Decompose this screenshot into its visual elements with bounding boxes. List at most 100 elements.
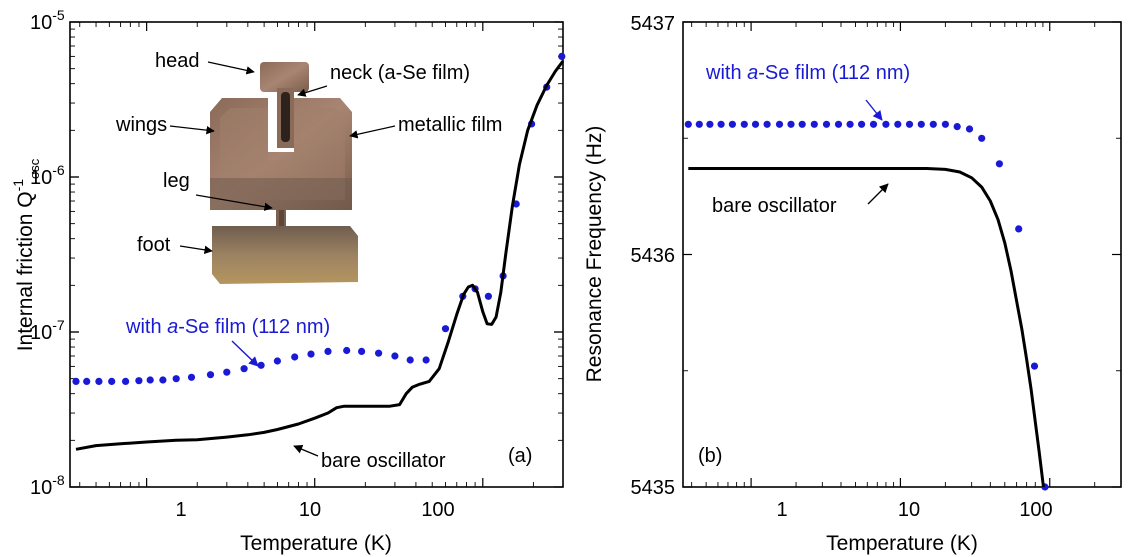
data-point [240, 365, 248, 373]
data-point [858, 120, 866, 128]
data-point [146, 376, 154, 384]
bare-oscillator-arrow-a [293, 444, 319, 457]
y-tick-label: 10-5 [30, 7, 65, 34]
data-point [834, 120, 843, 128]
data-point [108, 377, 116, 385]
data-point [95, 377, 103, 385]
arrow-metallic-film [349, 125, 396, 139]
data-point [172, 375, 180, 383]
axes-frame-b [682, 21, 1122, 488]
ticks-a [70, 21, 564, 488]
data-point [406, 356, 414, 364]
x-tick-labels-a: 1 10 100 [175, 499, 454, 521]
panel-a: 10-8 10-7 10-6 10-5 1 10 100 Temperature… [10, 7, 566, 555]
y-tick-label: 10-8 [30, 472, 65, 499]
data-point [291, 353, 299, 361]
data-point [882, 120, 890, 128]
x-tick-label: 1 [776, 499, 787, 521]
data-point [905, 120, 914, 128]
data-point [422, 356, 430, 364]
data-point [706, 120, 714, 128]
data-point [965, 125, 974, 133]
label-leg: leg [163, 170, 190, 192]
data-point [995, 160, 1004, 168]
data-point [1015, 225, 1023, 233]
data-point [684, 120, 692, 128]
x-tick-labels-b: 1 10 100 [776, 499, 1052, 521]
x-tick-label: 1 [175, 499, 186, 521]
y-tick-label: 10-7 [30, 317, 65, 344]
data-point [375, 349, 383, 357]
data-point [72, 377, 80, 385]
panel-label-b: (b) [698, 445, 722, 467]
data-point [122, 377, 130, 385]
data-point [894, 120, 902, 128]
x-tick-label: 10 [299, 499, 321, 521]
data-point [740, 120, 748, 128]
data-point [358, 347, 366, 355]
y-tick-label: 5435 [631, 477, 676, 499]
bare-oscillator-label-b: bare oscillator [712, 195, 837, 217]
arrow-head [207, 61, 255, 75]
label-wings: wings [115, 114, 167, 136]
data-point [763, 120, 771, 128]
data-point [728, 120, 737, 128]
data-point [941, 120, 950, 128]
data-point [441, 325, 450, 333]
label-head: head [155, 50, 200, 72]
data-point [917, 120, 925, 128]
label-neck: neck (a-Se film) [330, 62, 470, 84]
data-point [484, 292, 492, 300]
series-a [72, 52, 566, 451]
x-tick-label: 100 [421, 499, 454, 521]
data-point [846, 120, 854, 128]
data-point [83, 377, 91, 385]
data-point [787, 120, 795, 128]
x-axis-label-b: Temperature (K) [826, 532, 978, 555]
arrow-leg [195, 194, 273, 211]
series-line [688, 167, 1046, 488]
x-tick-label: 100 [1019, 499, 1052, 521]
data-point [798, 120, 806, 128]
with-film-arrow-a [231, 340, 259, 367]
y-tick-labels-b: 5435 5436 5437 [631, 13, 676, 499]
data-point [869, 120, 878, 128]
bare-oscillator-arrow-b [867, 183, 889, 205]
with-film-arrow-b [865, 99, 883, 121]
panel-label-a: (a) [508, 445, 532, 467]
panel-b: 5435 5436 5437 1 10 100 Temperature (K) … [583, 13, 1122, 555]
arrow-foot [179, 245, 213, 254]
data-point [135, 377, 143, 385]
with-film-label-b: with a-Se film (112 nm) [705, 62, 910, 84]
y-tick-label: 5436 [631, 245, 676, 267]
ticks-b [683, 21, 1122, 488]
data-point [953, 123, 961, 131]
data-point [695, 120, 703, 128]
data-point [307, 350, 315, 358]
x-axis-label-a: Temperature (K) [240, 532, 392, 555]
data-point [187, 373, 196, 381]
data-point [391, 352, 399, 360]
data-point [273, 357, 281, 365]
data-point [343, 346, 351, 355]
with-film-label-a: with a-Se film (112 nm) [125, 316, 330, 338]
data-point [775, 120, 784, 128]
label-foot: foot [137, 234, 171, 256]
data-point [978, 134, 986, 142]
oscillator-photo [210, 62, 358, 284]
data-point [1030, 362, 1039, 370]
data-point [324, 347, 332, 355]
data-point [257, 361, 265, 369]
y-tick-label: 5437 [631, 13, 676, 35]
data-point [929, 120, 937, 128]
arrow-neck [297, 85, 328, 97]
series-b [684, 120, 1049, 491]
data-point [223, 368, 231, 376]
data-point [159, 376, 167, 384]
y-axis-label-b: Resonance Frequency (Hz) [583, 126, 606, 383]
series-line [75, 60, 565, 451]
label-metallic-film: metallic film [398, 114, 502, 136]
y-axis-label-a: Internal friction Q-1osc [10, 158, 42, 351]
y-tick-label: 10-6 [30, 162, 65, 189]
